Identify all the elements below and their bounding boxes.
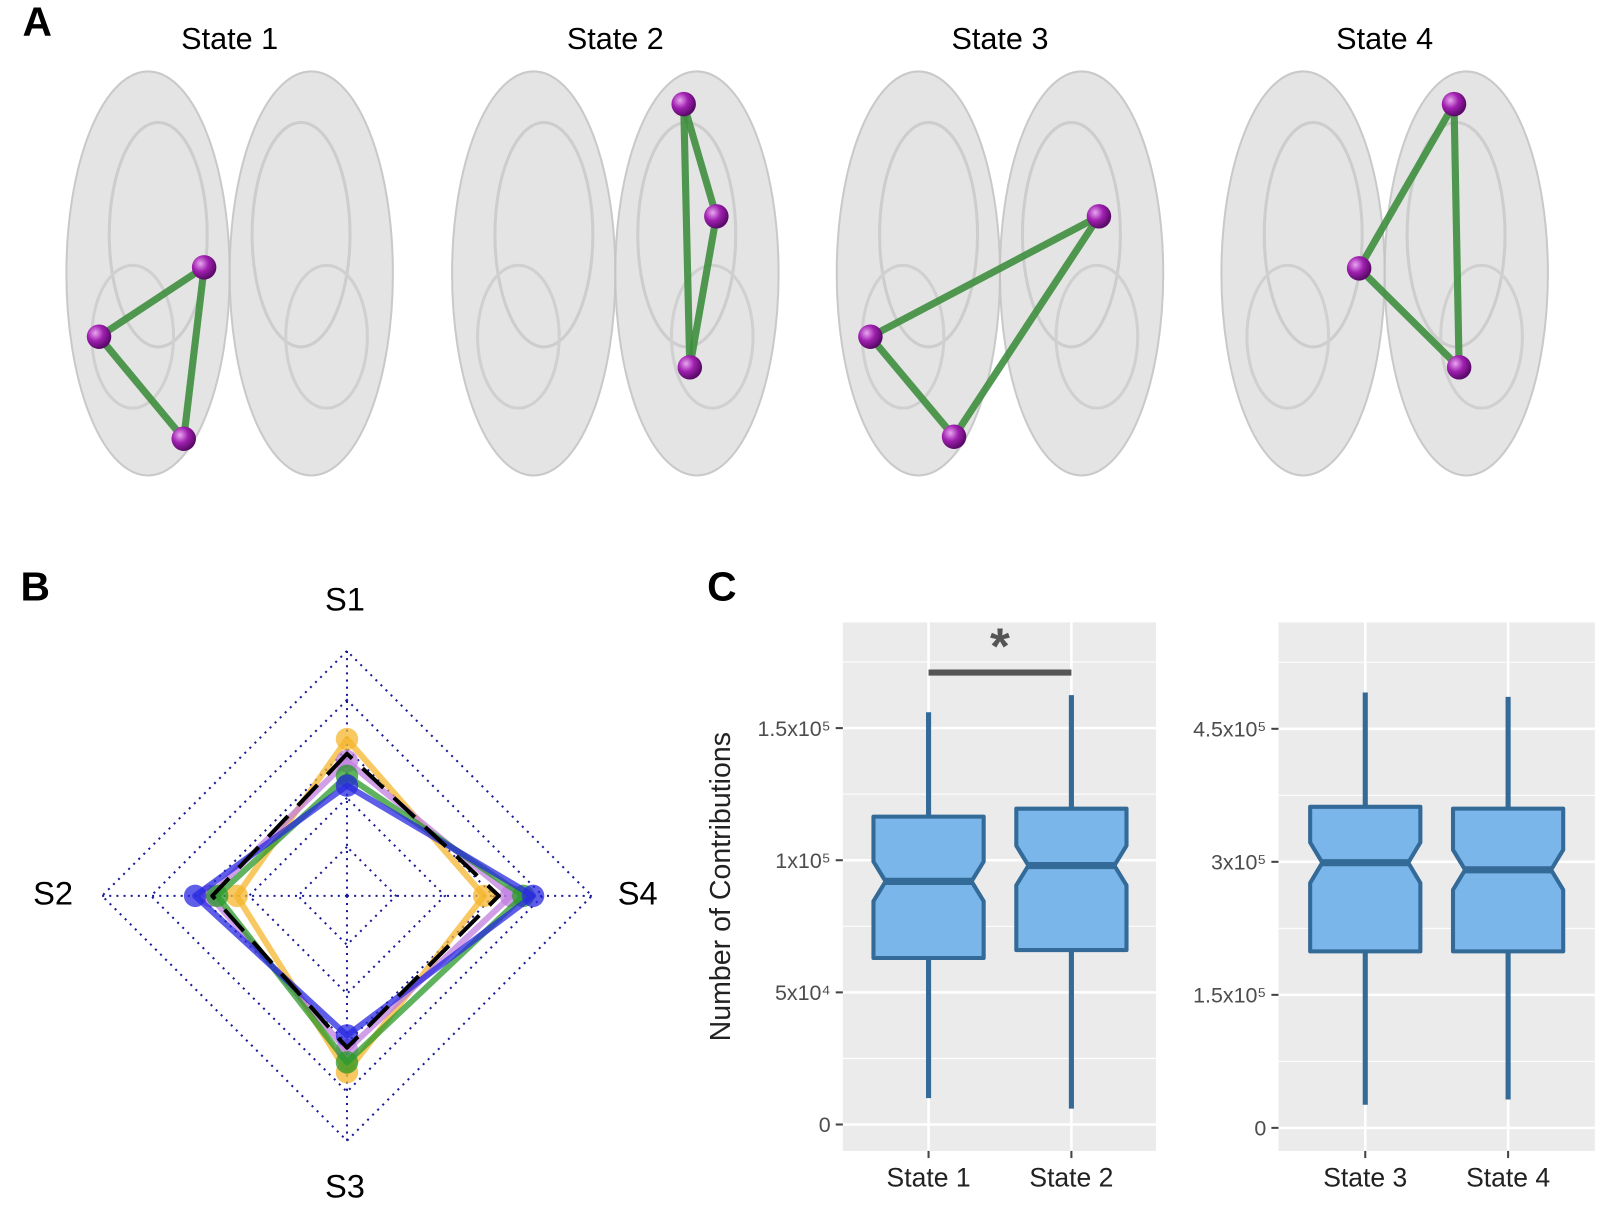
series-point bbox=[335, 727, 359, 751]
connection bbox=[680, 103, 694, 368]
brain-node bbox=[858, 324, 883, 349]
y-tick-label: 4.5x10⁵ bbox=[1193, 718, 1266, 742]
x-tick-label: State 4 bbox=[1466, 1162, 1550, 1192]
brain-fold bbox=[1020, 120, 1122, 349]
axis-label: S1 bbox=[325, 581, 365, 618]
brain-node bbox=[86, 324, 112, 349]
series-point bbox=[225, 884, 249, 908]
brain-fold bbox=[107, 120, 209, 349]
series-point bbox=[183, 884, 207, 908]
state-title: State 3 bbox=[952, 22, 1049, 56]
brain-fold bbox=[1439, 263, 1524, 410]
brain-fold bbox=[284, 263, 369, 410]
connection bbox=[686, 215, 720, 368]
brain-hemisphere bbox=[998, 70, 1165, 477]
connection bbox=[96, 334, 187, 442]
y-tick-label: 0 bbox=[819, 1113, 831, 1137]
series-line bbox=[206, 758, 515, 1054]
brain-node bbox=[1346, 256, 1372, 281]
brain-node bbox=[677, 355, 703, 380]
axis-label: S3 bbox=[325, 1167, 365, 1204]
brain-fold bbox=[493, 120, 595, 349]
x-tick-label: State 1 bbox=[887, 1162, 971, 1192]
brain-fold bbox=[878, 120, 980, 349]
box bbox=[1308, 804, 1423, 954]
series-point bbox=[521, 884, 545, 908]
brain-fold bbox=[1262, 120, 1364, 349]
y-tick-label: 1.5x10⁵ bbox=[1193, 984, 1266, 1008]
brain-node bbox=[1446, 355, 1472, 380]
series-line bbox=[210, 751, 501, 1050]
brain-hemisphere bbox=[614, 70, 780, 477]
y-tick-label: 0 bbox=[1254, 1117, 1266, 1141]
state-title: State 1 bbox=[181, 22, 278, 56]
connection bbox=[1356, 102, 1458, 271]
x-tick-label: State 2 bbox=[1029, 1162, 1113, 1192]
connection bbox=[1356, 265, 1462, 370]
y-tick-label: 1x10⁵ bbox=[775, 849, 830, 873]
significance-label: * bbox=[990, 618, 1010, 675]
brain-node bbox=[1441, 91, 1467, 117]
box bbox=[871, 814, 986, 961]
connection bbox=[1450, 104, 1463, 368]
connection bbox=[868, 213, 1101, 340]
panel-label: C bbox=[707, 564, 736, 610]
series-point bbox=[335, 1051, 359, 1074]
box bbox=[1014, 806, 1129, 953]
connection bbox=[680, 103, 720, 218]
brain-fold bbox=[669, 263, 755, 410]
brain-node bbox=[704, 204, 729, 229]
brain-node bbox=[191, 255, 217, 280]
series-point bbox=[472, 884, 496, 908]
brain-node bbox=[671, 91, 696, 117]
connection bbox=[867, 334, 957, 439]
panel-label: A bbox=[23, 0, 52, 44]
series-point bbox=[335, 1024, 359, 1047]
connection bbox=[951, 214, 1102, 439]
brain-node bbox=[941, 424, 967, 449]
box bbox=[1450, 806, 1566, 954]
y-axis-title: Number of Contributions bbox=[705, 732, 737, 1041]
brain-fold bbox=[476, 263, 561, 410]
brain-hemisphere bbox=[228, 70, 394, 477]
y-tick-label: 3x10⁵ bbox=[1211, 851, 1266, 875]
connection bbox=[180, 266, 208, 440]
panel-label: B bbox=[20, 564, 49, 610]
brain-hemisphere bbox=[1383, 70, 1549, 477]
state-title: State 4 bbox=[1336, 22, 1433, 56]
brain-node bbox=[171, 426, 196, 451]
x-tick-label: State 3 bbox=[1323, 1162, 1407, 1192]
brain-fold bbox=[250, 120, 352, 349]
axis-label: S4 bbox=[618, 874, 658, 911]
series-point bbox=[205, 884, 229, 908]
y-tick-label: 5x10⁴ bbox=[775, 981, 831, 1005]
axis-label: S2 bbox=[33, 874, 73, 911]
connection bbox=[97, 264, 207, 340]
y-tick-label: 1.5x10⁵ bbox=[757, 717, 830, 741]
state-title: State 2 bbox=[567, 22, 664, 56]
brain-node bbox=[1086, 204, 1112, 229]
brain-fold bbox=[1245, 263, 1331, 410]
series-point bbox=[335, 774, 359, 797]
brain-fold bbox=[1054, 263, 1140, 410]
